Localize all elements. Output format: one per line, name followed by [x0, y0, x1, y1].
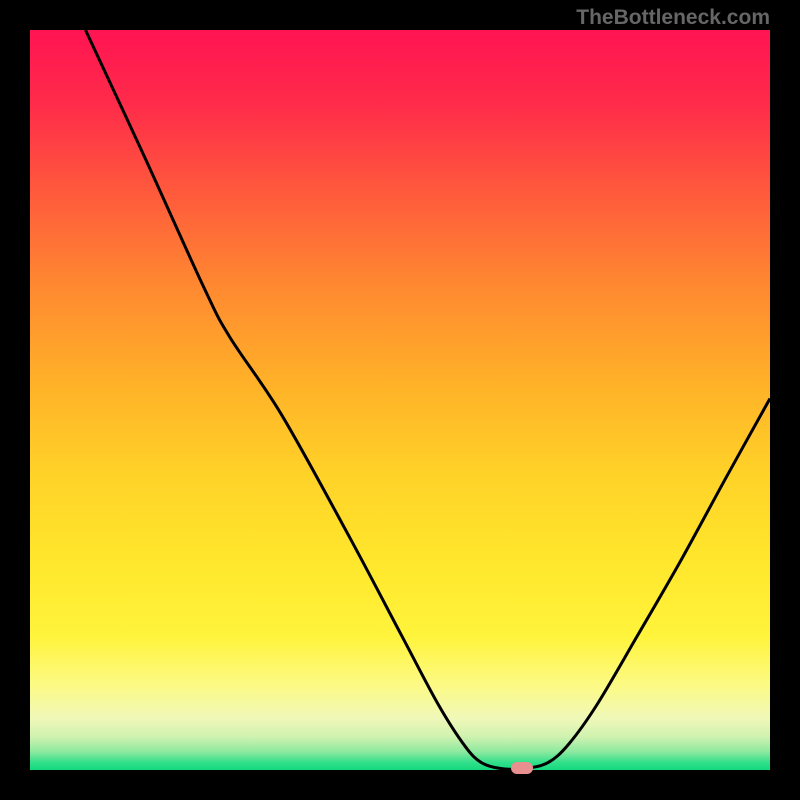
watermark-text: TheBottleneck.com — [576, 6, 770, 30]
optimum-marker — [511, 762, 533, 774]
plot-area — [30, 30, 770, 770]
curve-line — [30, 30, 770, 770]
